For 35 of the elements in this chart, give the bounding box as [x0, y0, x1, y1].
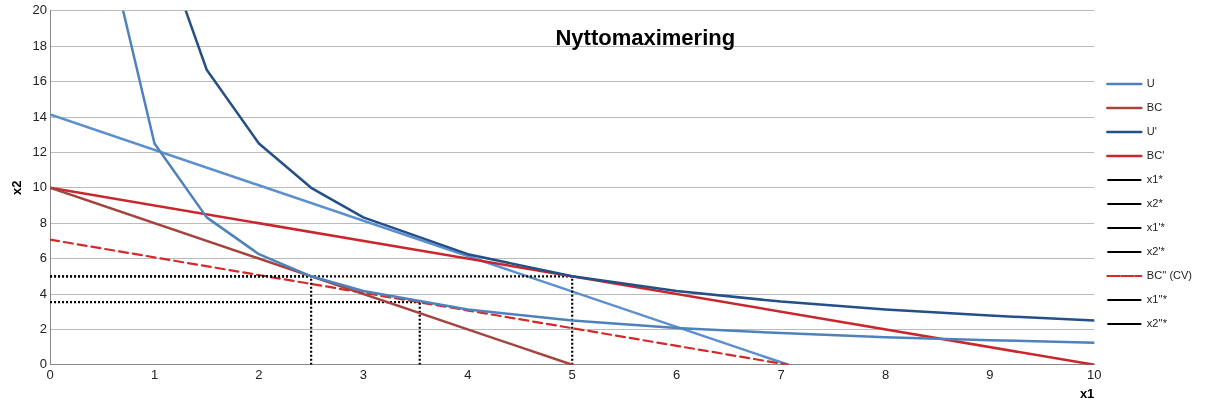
y-tick-label: 2	[39, 320, 48, 336]
legend-label: U	[1146, 77, 1155, 90]
legend-label: x1*	[1146, 173, 1164, 186]
x-tick-label: 1	[150, 367, 159, 383]
y-tick-label: 16	[32, 73, 48, 89]
x-tick-label: 7	[777, 367, 785, 383]
legend-label: x2''*	[1146, 317, 1168, 330]
y-tick-label: 10	[32, 179, 48, 195]
x-tick-label: 3	[359, 367, 367, 383]
y-tick-label: 4	[39, 285, 48, 301]
x-tick-label: 5	[568, 367, 576, 383]
x-tick-label: 6	[673, 367, 681, 383]
legend-label: U'	[1146, 125, 1157, 138]
y-tick-label: 18	[32, 37, 48, 53]
x-tick-label: 8	[881, 367, 890, 383]
legend-label: x1'*	[1146, 221, 1166, 234]
y-axis-title: x2	[9, 180, 25, 196]
legend-label: x2'*	[1146, 245, 1166, 258]
text: Nyttomaximering	[555, 24, 736, 50]
y-tick-label: 12	[32, 143, 48, 159]
y-tick-label: 8	[39, 214, 48, 230]
legend-label: BC'' (CV)	[1146, 269, 1193, 282]
legend-label: x1''*	[1146, 293, 1168, 306]
x-axis-title: x1	[1079, 385, 1095, 401]
x-tick-label: 9	[986, 367, 994, 383]
y-tick-label: 0	[39, 356, 48, 372]
legend-label: BC	[1146, 101, 1163, 114]
x-tick-label: 2	[255, 367, 263, 383]
legend-label: x2*	[1146, 197, 1164, 210]
x-tick-label: 4	[464, 367, 472, 383]
y-tick-label: 14	[32, 108, 48, 124]
y-tick-label: 20	[32, 2, 48, 18]
y-tick-label: 6	[39, 250, 48, 266]
legend-label: BC'	[1146, 149, 1165, 162]
x-tick-label: 10	[1087, 367, 1102, 383]
